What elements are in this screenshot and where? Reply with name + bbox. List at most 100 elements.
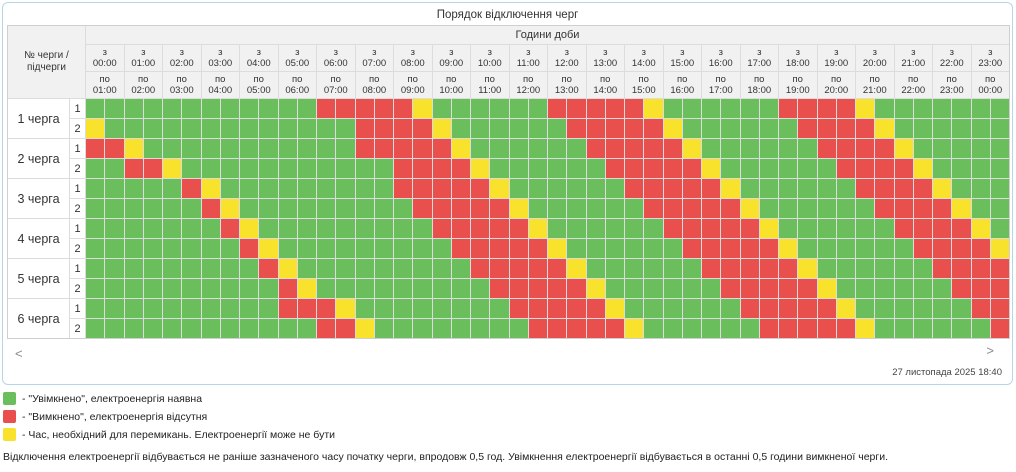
prev-day-chevron-icon[interactable]: < <box>15 346 23 361</box>
grid-cell <box>779 259 798 278</box>
grid-cell <box>586 119 605 138</box>
grid-cell <box>625 299 644 318</box>
grid-cell <box>913 219 932 238</box>
grid-cell <box>663 219 682 238</box>
grid-cell <box>278 219 297 238</box>
grid-cell <box>702 139 721 158</box>
grid-cell <box>259 279 278 298</box>
grid-cell <box>759 259 778 278</box>
grid-cell <box>240 199 259 218</box>
subqueue-number: 2 <box>70 119 85 138</box>
hour-to-header: по 03:00 <box>163 72 201 98</box>
grid-cell <box>394 159 413 178</box>
grid-cell <box>836 299 855 318</box>
grid-cell <box>952 159 971 178</box>
grid-cell <box>875 199 894 218</box>
grid-cell <box>278 139 297 158</box>
hour-to-header: по 18:00 <box>740 72 778 98</box>
grid-cell <box>548 179 567 198</box>
grid-cell <box>317 179 336 198</box>
grid-cell <box>182 179 201 198</box>
grid-cell <box>394 139 413 158</box>
grid-cell <box>297 219 316 238</box>
grid-cell <box>798 199 817 218</box>
grid-cell <box>779 219 798 238</box>
grid-cell <box>567 279 586 298</box>
grid-cell <box>451 299 470 318</box>
page-title: Порядок відключення черг <box>436 9 579 21</box>
grid-cell <box>451 139 470 158</box>
grid-cell <box>971 319 990 338</box>
grid-cell <box>413 99 432 118</box>
grid-cell <box>143 299 162 318</box>
grid-cell <box>413 259 432 278</box>
grid-cell <box>567 259 586 278</box>
hour-to-header: по 17:00 <box>702 72 740 98</box>
grid-cell <box>259 159 278 178</box>
grid-cell <box>143 199 162 218</box>
grid-cell <box>163 319 182 338</box>
grid-cell <box>836 99 855 118</box>
grid-cell <box>124 219 143 238</box>
grid-cell <box>548 219 567 238</box>
grid-cell <box>990 219 1009 238</box>
grid-cell <box>894 159 913 178</box>
grid-cell <box>682 279 701 298</box>
grid-cell <box>856 119 875 138</box>
grid-cell <box>856 259 875 278</box>
grid-cell <box>528 159 547 178</box>
hour-from-header: з 20:00 <box>856 45 894 71</box>
grid-cell <box>201 179 220 198</box>
hour-from-header: з 13:00 <box>586 45 624 71</box>
grid-cell <box>990 279 1009 298</box>
hour-from-header: з 00:00 <box>86 45 124 71</box>
grid-cell <box>567 159 586 178</box>
grid-cell <box>740 119 759 138</box>
grid-cell <box>143 179 162 198</box>
grid-cell <box>836 159 855 178</box>
grid-cell <box>259 179 278 198</box>
grid-cell <box>163 239 182 258</box>
grid-cell <box>952 179 971 198</box>
grid-cell <box>913 199 932 218</box>
next-day-chevron-icon[interactable]: > <box>986 343 994 358</box>
grid-cell <box>509 159 528 178</box>
grid-cell <box>490 319 509 338</box>
grid-cell <box>413 219 432 238</box>
grid-cell <box>201 199 220 218</box>
grid-cell <box>721 279 740 298</box>
grid-cell <box>259 319 278 338</box>
schedule-card: Порядок відключення черг № черги / підче… <box>2 2 1013 385</box>
hour-to-header: по 19:00 <box>779 72 817 98</box>
grid-cell <box>798 219 817 238</box>
grid-cell <box>143 279 162 298</box>
hour-from-header: з 21:00 <box>894 45 932 71</box>
grid-cell <box>509 299 528 318</box>
grid-cell <box>759 219 778 238</box>
hour-to-header: по 10:00 <box>432 72 470 98</box>
grid-cell <box>278 159 297 178</box>
grid-cell <box>952 219 971 238</box>
grid-cell <box>875 159 894 178</box>
grid-cell <box>201 319 220 338</box>
grid-cell <box>817 179 836 198</box>
grid-cell <box>124 139 143 158</box>
grid-cell <box>817 319 836 338</box>
grid-cell <box>451 179 470 198</box>
grid-cell <box>856 199 875 218</box>
grid-cell <box>567 179 586 198</box>
grid-cell <box>933 179 952 198</box>
grid-cell <box>836 279 855 298</box>
grid-cell <box>105 279 124 298</box>
subqueue-number: 1 <box>70 179 85 198</box>
grid-cell <box>663 119 682 138</box>
grid-cell <box>201 99 220 118</box>
grid-cell <box>394 239 413 258</box>
grid-cell <box>297 279 316 298</box>
grid-cell <box>297 199 316 218</box>
grid-cell <box>798 99 817 118</box>
grid-cell <box>163 279 182 298</box>
grid-cell <box>933 159 952 178</box>
grid-cell <box>952 259 971 278</box>
grid-cell <box>413 239 432 258</box>
